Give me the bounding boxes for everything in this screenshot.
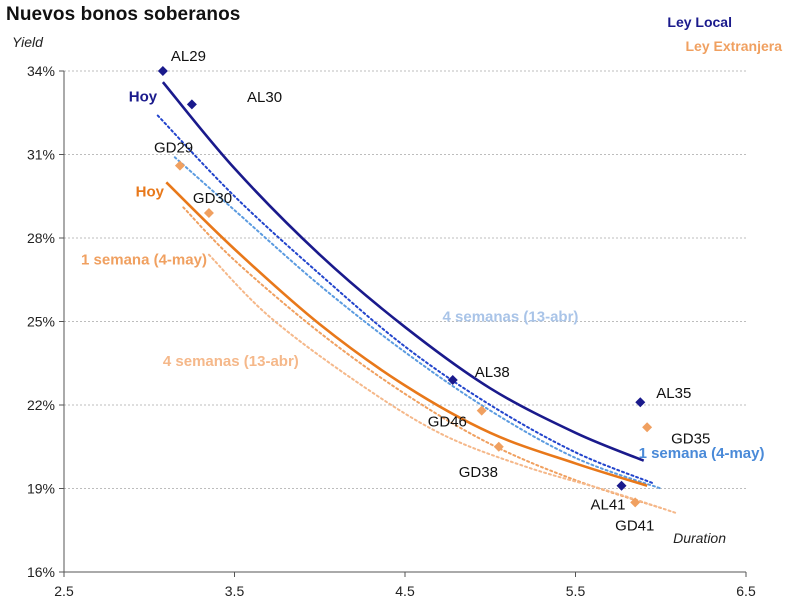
point-gd35 [642, 422, 653, 433]
y-tick-label: 16% [27, 564, 55, 580]
y-axis-title: Yield [12, 34, 44, 50]
chart-title: Nuevos bonos soberanos [6, 4, 241, 25]
point-label-gd35: GD35 [671, 430, 710, 447]
point-al29 [157, 66, 168, 76]
curve-3 [165, 181, 648, 487]
annotation-5: 1 semana (4-may) [639, 445, 765, 462]
x-tick-label: 5.5 [566, 583, 586, 599]
annotation-0: Hoy [129, 89, 158, 106]
y-tick-label: 19% [27, 481, 55, 497]
point-al38 [447, 374, 458, 385]
point-label-al35: AL35 [656, 385, 691, 402]
x-tick-label: 4.5 [395, 583, 415, 599]
annotation-1: Hoy [136, 183, 165, 200]
y-tick-label: 34% [27, 63, 55, 79]
legend-ley-local: Ley Local [667, 14, 732, 30]
point-gd30 [203, 207, 214, 218]
y-tick-label: 31% [27, 147, 55, 163]
point-gd38 [493, 441, 504, 452]
point-label-gd29: GD29 [154, 140, 193, 157]
x-tick-label: 6.5 [736, 583, 756, 599]
x-tick-label: 3.5 [225, 583, 245, 599]
point-label-al30: AL30 [247, 89, 282, 106]
axes: 16% 19% 22% 25% 28% 31% 34% 2.5 3.5 4.5 5.5 6.5 Yiel… [12, 34, 756, 599]
point-label-gd30: GD30 [193, 190, 232, 207]
point-label-gd38: GD38 [459, 464, 498, 481]
curve-5 [207, 253, 679, 515]
x-axis-title: Duration [673, 530, 726, 546]
legend-ley-extranjera: Ley Extranjera [686, 38, 783, 54]
curve-1 [156, 114, 654, 484]
curve-2 [173, 156, 662, 490]
x-tick-label: 2.5 [54, 583, 74, 599]
point-gd29 [174, 160, 185, 171]
point-label-gd41: GD41 [615, 517, 654, 534]
point-al41 [616, 480, 627, 491]
y-tick-label: 22% [27, 397, 55, 413]
point-label-al29: AL29 [171, 48, 206, 65]
grid-lines [64, 70, 746, 489]
y-tick-label: 28% [27, 230, 55, 246]
text-labels: Ley Local Ley Extranjera AL29 AL30 AL38 AL35 A… [81, 14, 782, 534]
point-gd41 [630, 497, 641, 508]
y-tick-label: 25% [27, 314, 55, 330]
curve-4 [182, 206, 662, 509]
point-gd46 [476, 405, 487, 416]
point-al35 [635, 397, 646, 408]
point-label-al41: AL41 [590, 497, 625, 514]
data-points [157, 66, 653, 508]
point-label-gd46: GD46 [428, 414, 467, 431]
point-label-al38: AL38 [475, 364, 510, 381]
point-al30 [186, 99, 197, 110]
annotation-4: 4 semanas (13-abr) [443, 309, 579, 326]
annotation-3: 4 semanas (13-abr) [163, 353, 299, 370]
trend-curves [156, 81, 679, 515]
annotation-2: 1 semana (4-may) [81, 251, 207, 268]
curve-0 [161, 81, 645, 462]
